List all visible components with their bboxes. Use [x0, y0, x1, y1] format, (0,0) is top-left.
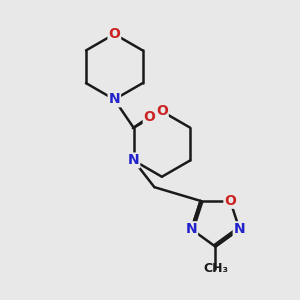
Text: O: O — [156, 104, 168, 118]
Text: CH₃: CH₃ — [203, 262, 228, 275]
Text: N: N — [234, 222, 245, 236]
Text: O: O — [144, 110, 155, 124]
Text: N: N — [185, 222, 197, 236]
Text: O: O — [224, 194, 236, 208]
Text: O: O — [108, 27, 120, 41]
Text: N: N — [109, 92, 120, 106]
Text: N: N — [128, 153, 140, 167]
